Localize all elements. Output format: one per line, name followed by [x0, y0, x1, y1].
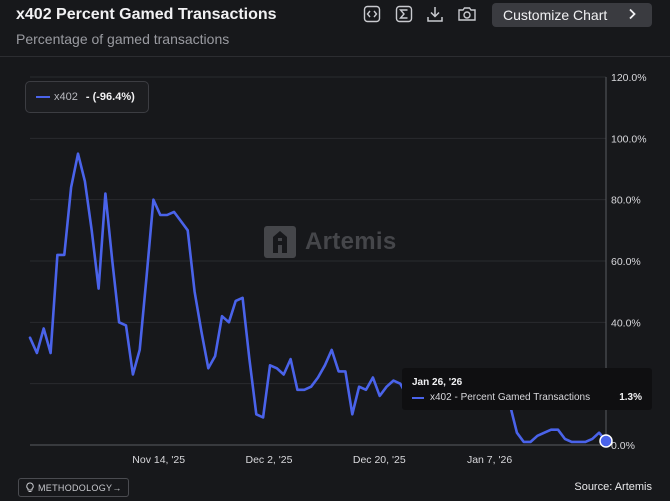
- legend[interactable]: x402 - (-96.4%): [25, 81, 149, 113]
- x-tick-label: Dec 20, '25: [353, 454, 406, 466]
- y-tick-label: 0.0%: [611, 440, 635, 452]
- chart-subtitle: Percentage of gamed transactions: [16, 31, 230, 47]
- artemis-logo-icon: [264, 226, 296, 258]
- legend-series-name: x402: [54, 91, 78, 103]
- y-tick-label: 100.0%: [611, 133, 647, 145]
- methodology-button[interactable]: METHODOLOGY →: [18, 478, 129, 497]
- chevron-right-icon: [628, 8, 636, 23]
- lightbulb-icon: [26, 482, 34, 492]
- download-icon[interactable]: [425, 4, 445, 24]
- x-tick-label: Jan 7, '26: [467, 454, 512, 466]
- y-tick-label: 120.0%: [611, 72, 647, 84]
- hover-point[interactable]: [599, 434, 613, 448]
- x-tick-label: Dec 2, '25: [246, 454, 293, 466]
- chart-title: x402 Percent Gamed Transactions: [16, 6, 277, 23]
- methodology-label: METHODOLOGY: [38, 482, 113, 493]
- embed-code-icon[interactable]: [362, 4, 382, 24]
- y-tick-label: 80.0%: [611, 195, 641, 207]
- sigma-icon[interactable]: [394, 4, 414, 24]
- artemis-watermark: Artemis: [263, 225, 396, 259]
- source-attribution: Source: Artemis: [574, 481, 652, 493]
- header-divider: [0, 56, 670, 57]
- legend-swatch: [36, 96, 50, 98]
- y-tick-label: 60.0%: [611, 256, 641, 268]
- x-tick-label: Nov 14, '25: [132, 454, 185, 466]
- tooltip-value: 1.3%: [619, 392, 642, 403]
- tooltip-date: Jan 26, '26: [412, 377, 463, 388]
- arrow-right-icon: →: [112, 482, 122, 493]
- tooltip-swatch: [412, 396, 424, 399]
- y-tick-label: 40.0%: [611, 317, 641, 329]
- tooltip-series-label: x402 - Percent Gamed Transactions: [430, 392, 591, 403]
- legend-change-value: - (-96.4%): [85, 91, 135, 103]
- customize-chart-label: Customize Chart: [503, 7, 608, 23]
- camera-icon[interactable]: [457, 4, 477, 24]
- watermark-text: Artemis: [305, 228, 397, 255]
- customize-chart-button[interactable]: Customize Chart: [492, 3, 652, 27]
- hover-tooltip: Jan 26, '26 x402 - Percent Gamed Transac…: [402, 368, 652, 410]
